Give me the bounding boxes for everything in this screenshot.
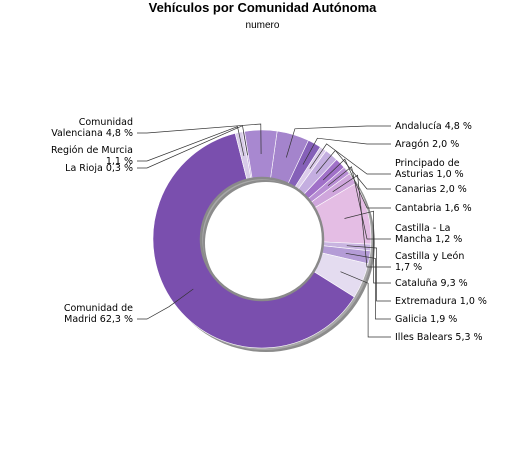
slice-label: Andalucía 4,8 % xyxy=(395,121,472,132)
slice-label: Galicia 1,9 % xyxy=(395,314,457,325)
slice-label: Castilla - La Mancha 1,2 % xyxy=(395,223,462,245)
leader-line xyxy=(332,174,391,268)
slice-label: Comunidad de Madrid 62,3 % xyxy=(64,303,133,325)
slice-label-line: Mancha 1,2 % xyxy=(395,234,462,245)
chart-subtitle: numero xyxy=(245,20,280,31)
slice-label: Illes Balears 5,3 % xyxy=(395,332,483,343)
slice-label: Castilla y León 1,7 % xyxy=(395,251,464,273)
slice-label: La Rioja 0,3 % xyxy=(65,163,133,174)
slice-label: Región de Murcia 1,1 % xyxy=(51,145,133,167)
chart-title: Vehículos por Comunidad Autónoma xyxy=(148,0,377,15)
leader-line xyxy=(137,123,262,155)
slice-label-line: Cantabria 1,6 % xyxy=(395,203,472,214)
slice-label-line: La Rioja 0,3 % xyxy=(65,163,133,174)
slice-label: Cataluña 9,3 % xyxy=(395,278,468,289)
slice-label-line: Aragón 2,0 % xyxy=(395,139,459,150)
slice-label-line: Castilla y León xyxy=(395,251,464,262)
leader-line xyxy=(137,125,248,169)
slice-label: Canarias 2,0 % xyxy=(395,184,467,195)
slice-label-line: Castilla - La xyxy=(395,223,450,234)
leader-line xyxy=(340,271,391,338)
slice-label-line: Cataluña 9,3 % xyxy=(395,278,468,289)
slice-label-line: Asturias 1,0 % xyxy=(395,169,464,180)
slice-label-line: Valenciana 4,8 % xyxy=(51,128,133,139)
slice-label: Extremadura 1,0 % xyxy=(395,296,487,307)
slice-label: Cantabria 1,6 % xyxy=(395,203,472,214)
leader-line xyxy=(344,210,391,284)
slice-label-line: Madrid 62,3 % xyxy=(64,314,133,325)
slice-label-line: 1,1 % xyxy=(106,156,133,167)
leader-line xyxy=(345,252,391,320)
slice-label: Comunidad Valenciana 4,8 % xyxy=(51,117,133,139)
slice-label-line: 1,7 % xyxy=(395,262,422,273)
leader-line xyxy=(327,166,391,240)
slice-label-line: Extremadura 1,0 % xyxy=(395,296,487,307)
slice-label-line: Illes Balears 5,3 % xyxy=(395,332,483,343)
slice-label-line: Galicia 1,9 % xyxy=(395,314,457,325)
leader-line xyxy=(285,125,391,158)
slice-label: Aragón 2,0 % xyxy=(395,139,459,150)
slice-label-line: Región de Murcia xyxy=(51,145,133,156)
donut-hole-edge xyxy=(199,176,325,302)
slice-label: Principado de Asturias 1,0 % xyxy=(395,158,464,180)
leader-line xyxy=(137,288,194,320)
leader-line xyxy=(137,126,245,162)
slice-label-line: Comunidad de xyxy=(64,303,133,314)
slice-label-line: Andalucía 4,8 % xyxy=(395,121,472,132)
leader-line xyxy=(309,143,391,175)
leader-line xyxy=(302,137,391,165)
leader-line xyxy=(346,245,391,302)
slice-label-line: Canarias 2,0 % xyxy=(395,184,467,195)
leader-line xyxy=(322,158,391,209)
slice-label-line: Comunidad xyxy=(79,117,133,128)
leader-line xyxy=(315,149,391,190)
slice-label-line: Principado de xyxy=(395,158,460,169)
